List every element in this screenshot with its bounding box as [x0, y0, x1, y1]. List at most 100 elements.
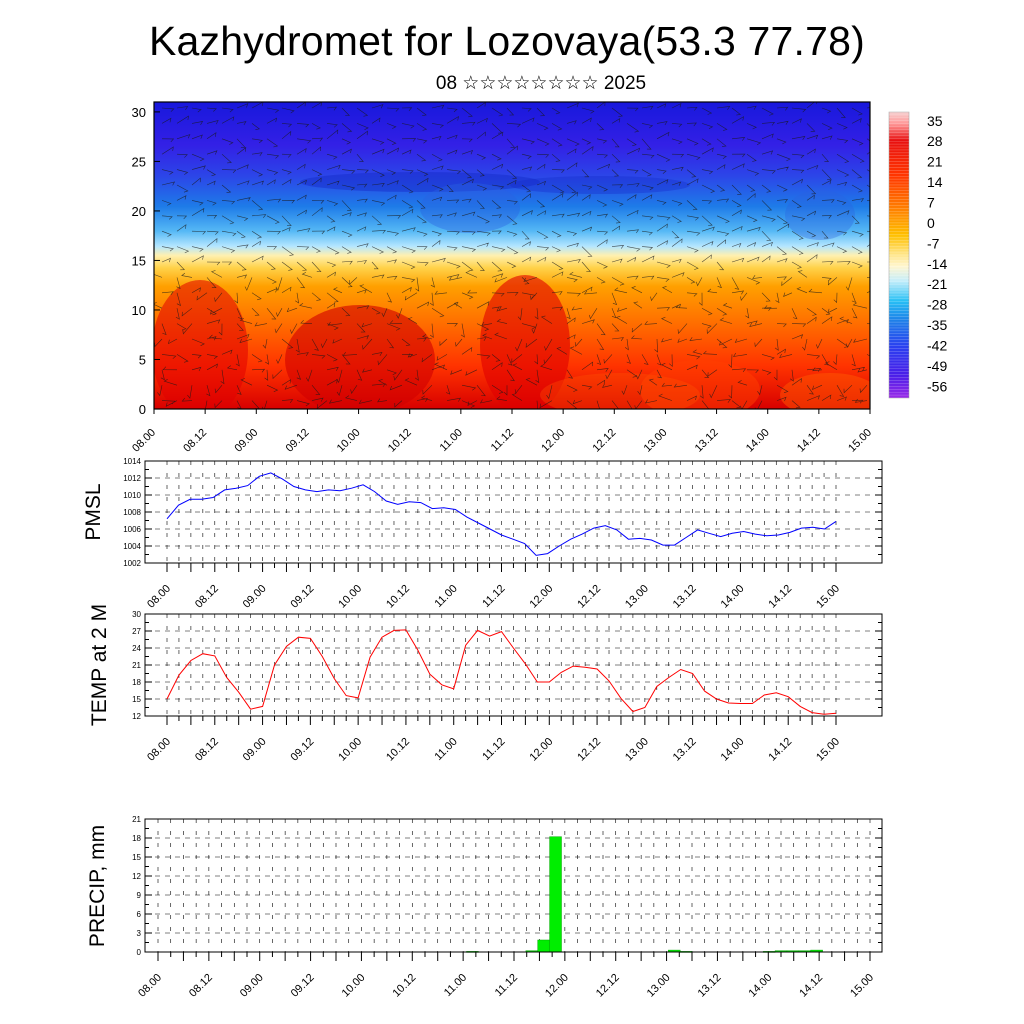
temp-x-tick-label: 09.00	[241, 736, 269, 764]
precip-y-tick-label: 9	[137, 891, 142, 900]
pmsl-y-axis: 1002 1004 1006 1008 1010 1012 1014	[123, 457, 882, 568]
pmsl-axis-label: PMSL	[82, 483, 105, 540]
colorbar-label: -7	[927, 235, 940, 251]
cross-section-x-tick-label: 15.00	[846, 427, 874, 455]
temp-y-tick-label: 27	[132, 627, 141, 636]
cross-section-x-tick-label: 10.12	[386, 427, 414, 455]
cross-section-x-tick-label: 13.00	[642, 427, 670, 455]
chart-subtitle: 08 ☆☆☆☆☆☆☆☆ 2025	[435, 73, 647, 94]
temp-x-tick-label: 08.00	[145, 736, 173, 764]
chart-title: Kazhydromet for Lozovaya(53.3 77.78)	[149, 18, 865, 64]
cross-section-x-tick-label: 08.00	[130, 427, 158, 455]
colorbar-label: 14	[927, 174, 943, 190]
temp-x-tick-label: 09.12	[289, 736, 317, 764]
colorbar-label: 28	[927, 133, 943, 149]
pmsl-x-tick-label: 10.12	[384, 583, 412, 611]
precip-x-tick-label: 12.00	[543, 972, 571, 1000]
precip-x-tick-label: 10.12	[390, 972, 418, 1000]
cross-section-x-axis: 08.00 08.12 09.00 09.12 10.00 10.12 11.00 11.12…	[130, 409, 874, 455]
temp-series-line	[166, 629, 837, 715]
colorbar-label: -21	[927, 276, 947, 292]
precip-y-tick-label: 0	[137, 948, 142, 957]
temp-x-tick-label: 13.12	[671, 736, 699, 764]
temp-y-tick-label: 15	[132, 695, 141, 704]
precip-y-tick-label: 21	[132, 815, 141, 824]
pmsl-x-tick-label: 12.00	[527, 583, 555, 611]
colorbar-label: 35	[927, 113, 943, 129]
cross-section-x-tick-label: 08.12	[181, 427, 209, 455]
pmsl-x-tick-label: 13.12	[671, 583, 699, 611]
precip-bar	[549, 836, 562, 953]
cross-section-x-tick-label: 12.12	[590, 427, 618, 455]
precip-x-tick-label: 14.00	[746, 972, 774, 1000]
temp-x-tick-label: 14.12	[766, 736, 794, 764]
cross-section-panel: 0 5 10 15 20 25 30 08.00 08.12 09.00 09.12 10.00 10…	[130, 101, 874, 455]
cross-section-x-tick-label: 11.00	[438, 427, 465, 454]
pmsl-x-tick-label: 11.12	[480, 583, 507, 610]
temp-y-tick-label: 12	[132, 712, 141, 721]
cross-section-y-tick-label: 25	[132, 154, 146, 169]
pmsl-x-tick-label: 14.12	[766, 583, 794, 611]
colorbar-label: -35	[927, 317, 947, 333]
pmsl-x-axis: 08.00 08.12 09.00 09.12 10.00 10.12 11.00 11.12…	[145, 563, 842, 611]
temp-grid	[145, 613, 882, 717]
precip-x-tick-label: 13.12	[696, 972, 724, 1000]
precip-y-tick-label: 15	[132, 853, 141, 862]
pmsl-y-tick-label: 1008	[123, 508, 141, 517]
precip-y-tick-label: 12	[132, 872, 141, 881]
cross-section-y-tick-label: 5	[139, 352, 146, 367]
cross-section-x-tick-label: 09.00	[232, 427, 260, 455]
temp-x-tick-label: 14.00	[719, 736, 747, 764]
temp-y-tick-label: 21	[132, 661, 141, 670]
pmsl-x-tick-label: 08.00	[145, 583, 173, 611]
precip-x-axis: 08.00 08.12 09.00 09.12 10.00 10.12 11.00 11.12…	[136, 952, 876, 1000]
precip-x-tick-label: 08.00	[136, 972, 164, 1000]
precip-y-tick-label: 6	[137, 910, 142, 919]
precip-grid	[145, 818, 882, 953]
precip-x-tick-label: 13.00	[645, 972, 673, 1000]
cross-section-y-axis: 0 5 10 15 20 25 30	[132, 105, 160, 417]
precip-x-tick-label: 15.00	[848, 972, 876, 1000]
pmsl-y-tick-label: 1002	[123, 559, 141, 568]
temp-y-tick-label: 30	[132, 610, 141, 619]
precip-x-tick-label: 11.12	[493, 972, 520, 999]
pmsl-x-tick-label: 12.12	[575, 583, 603, 611]
cross-section-y-tick-label: 0	[139, 402, 146, 417]
cross-section-x-tick-label: 14.00	[744, 427, 772, 455]
pmsl-y-tick-label: 1014	[123, 457, 141, 466]
precip-x-tick-label: 08.12	[187, 972, 215, 1000]
cross-section-x-tick-label: 09.12	[284, 427, 312, 455]
pmsl-x-tick-label: 10.00	[336, 583, 364, 611]
wind-barbs	[154, 102, 870, 409]
colorbar-label: -14	[927, 256, 947, 272]
pmsl-y-tick-label: 1010	[123, 491, 141, 500]
precip-bars	[466, 836, 823, 953]
pmsl-series-line	[166, 472, 837, 556]
pmsl-x-tick-label: 15.00	[814, 583, 842, 611]
precip-x-tick-label: 14.12	[797, 972, 825, 1000]
temp-x-axis: 08.00 08.12 09.00 09.12 10.00 10.12 11.00 11.12…	[145, 716, 842, 764]
precip-x-tick-label: 11.00	[442, 972, 469, 999]
precip-y-tick-label: 3	[137, 929, 142, 938]
temp-x-tick-label: 13.00	[623, 736, 651, 764]
temp-x-tick-label: 11.00	[432, 736, 459, 763]
pmsl-grid	[145, 460, 882, 564]
pmsl-x-tick-label: 09.12	[289, 583, 317, 611]
precip-y-axis: 0 3 6 9 12 15 18 21	[132, 815, 882, 957]
precip-x-tick-label: 12.12	[594, 972, 622, 1000]
colorbar-label: -42	[927, 337, 947, 353]
cross-section-x-tick-label: 10.00	[335, 427, 363, 455]
cross-section-x-tick-label: 14.12	[795, 427, 823, 455]
colorbar-label: -49	[927, 358, 947, 374]
pmsl-x-tick-label: 09.00	[241, 583, 269, 611]
temp-x-tick-label: 12.00	[527, 736, 555, 764]
precip-y-tick-label: 18	[132, 834, 141, 843]
wind-barb-path	[154, 102, 870, 409]
pmsl-y-tick-label: 1004	[123, 542, 141, 551]
temp-y-tick-label: 24	[132, 644, 141, 653]
pmsl-x-tick-label: 13.00	[623, 583, 651, 611]
cross-section-y-tick-label: 30	[132, 105, 146, 120]
cross-section-x-tick-label: 12.00	[539, 427, 567, 455]
